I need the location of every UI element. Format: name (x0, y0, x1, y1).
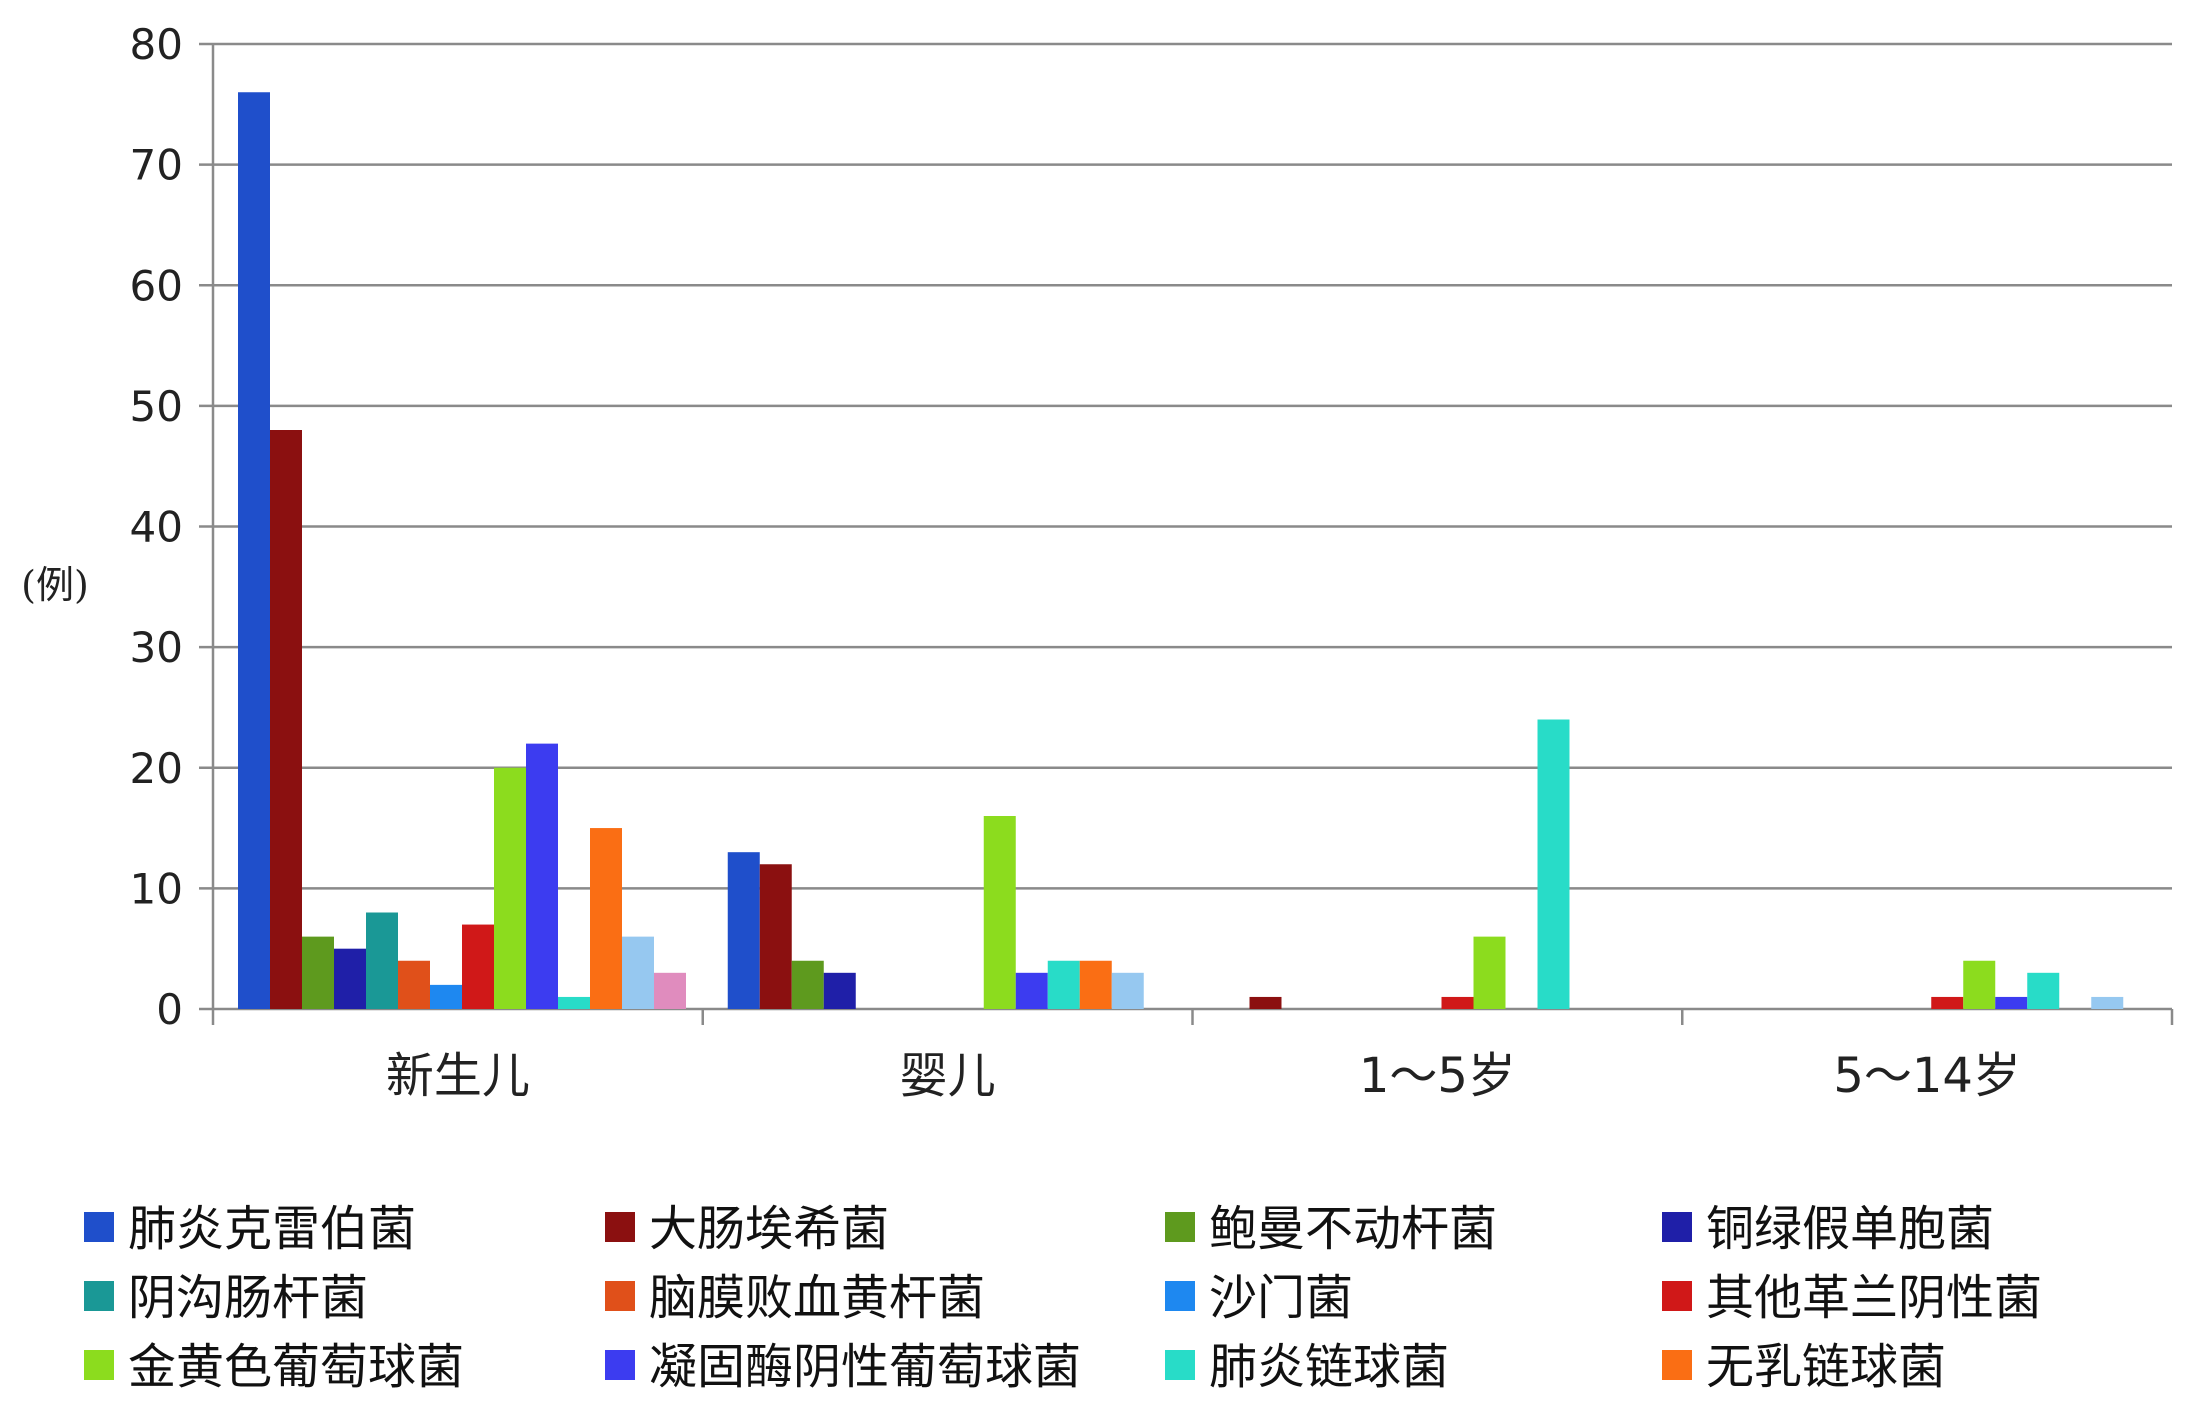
legend-swatch (84, 1212, 114, 1242)
bar (302, 936, 334, 1009)
y-tick-label: 30 (130, 623, 183, 672)
bar (430, 984, 462, 1009)
bar (1473, 936, 1506, 1009)
bars (238, 92, 2124, 1009)
y-tick-label: 60 (130, 261, 183, 310)
legend-swatch (1662, 1212, 1692, 1242)
legend-swatch (1662, 1350, 1692, 1380)
bar (1441, 996, 1474, 1009)
bar (983, 816, 1016, 1009)
bar (1537, 719, 1570, 1009)
legend-swatch (1165, 1350, 1195, 1380)
bar (590, 828, 622, 1009)
bar (2091, 996, 2124, 1009)
legend-swatch (84, 1350, 114, 1380)
y-tick-label: 20 (130, 744, 183, 793)
legend-swatch (605, 1212, 635, 1242)
bar (1249, 996, 1282, 1009)
legend-label: 沙门菌 (1209, 1270, 1353, 1326)
legend-label: 金黄色葡萄球菌 (128, 1339, 464, 1395)
bar (1931, 996, 1964, 1009)
bar (238, 92, 270, 1009)
y-tick-label: 0 (156, 985, 183, 1034)
bar (366, 912, 398, 1009)
legend-label: 大肠埃希菌 (649, 1201, 889, 1257)
bar (462, 924, 494, 1009)
y-tick-labels: 0 10 20 30 40 50 60 70 80 (130, 20, 183, 1034)
x-category-label: 5～14岁 (1833, 1048, 2021, 1104)
legend-swatch (605, 1281, 635, 1311)
bar (398, 960, 430, 1009)
bar (270, 430, 302, 1009)
bar (759, 864, 792, 1009)
legend-label: 其他革兰阴性菌 (1706, 1270, 2042, 1326)
y-tick-label: 10 (130, 864, 183, 913)
legend-label: 阴沟肠杆菌 (128, 1270, 368, 1326)
legend-label: 鲍曼不动杆菌 (1209, 1201, 1497, 1257)
bar (2027, 972, 2060, 1009)
legend-swatch (1165, 1212, 1195, 1242)
bar (654, 972, 686, 1009)
y-tick-label: 80 (130, 20, 183, 69)
legend-label: 凝固酶阴性葡萄球菌 (649, 1339, 1081, 1395)
bar (727, 852, 760, 1009)
legend-swatch (1165, 1281, 1195, 1311)
legend-label: 脑膜败血黄杆菌 (649, 1270, 985, 1326)
bar (526, 743, 558, 1009)
bar (823, 972, 856, 1009)
y-tick-label: 40 (130, 503, 183, 552)
bar (1047, 960, 1080, 1009)
bar (1079, 960, 1112, 1009)
legend-label: 肺炎克雷伯菌 (128, 1201, 416, 1257)
x-category-label: 1～5岁 (1359, 1048, 1516, 1104)
bar (1963, 960, 1996, 1009)
y-tick-label: 70 (130, 141, 183, 190)
y-axis-label: (例) (21, 563, 89, 607)
bar (334, 948, 366, 1009)
legend-swatch (84, 1281, 114, 1311)
gridlines (213, 42, 2172, 890)
bar (558, 996, 590, 1009)
bar (1111, 972, 1144, 1009)
y-tick-label: 50 (130, 382, 183, 431)
legend-label: 铜绿假单胞菌 (1706, 1201, 1994, 1257)
legend-label: 肺炎链球菌 (1209, 1339, 1449, 1395)
bar (791, 960, 824, 1009)
legend-label: 无乳链球菌 (1706, 1339, 1946, 1395)
x-category-label: 婴儿 (900, 1048, 996, 1104)
legend-swatch (1662, 1281, 1692, 1311)
bar (1015, 972, 1048, 1009)
legend-swatch (605, 1350, 635, 1380)
x-category-labels: 新生儿 婴儿 1～5岁 5～14岁 (386, 1048, 2021, 1104)
bar (494, 767, 526, 1009)
x-category-label: 新生儿 (386, 1048, 530, 1104)
bar (1995, 996, 2028, 1009)
bar (622, 936, 654, 1009)
